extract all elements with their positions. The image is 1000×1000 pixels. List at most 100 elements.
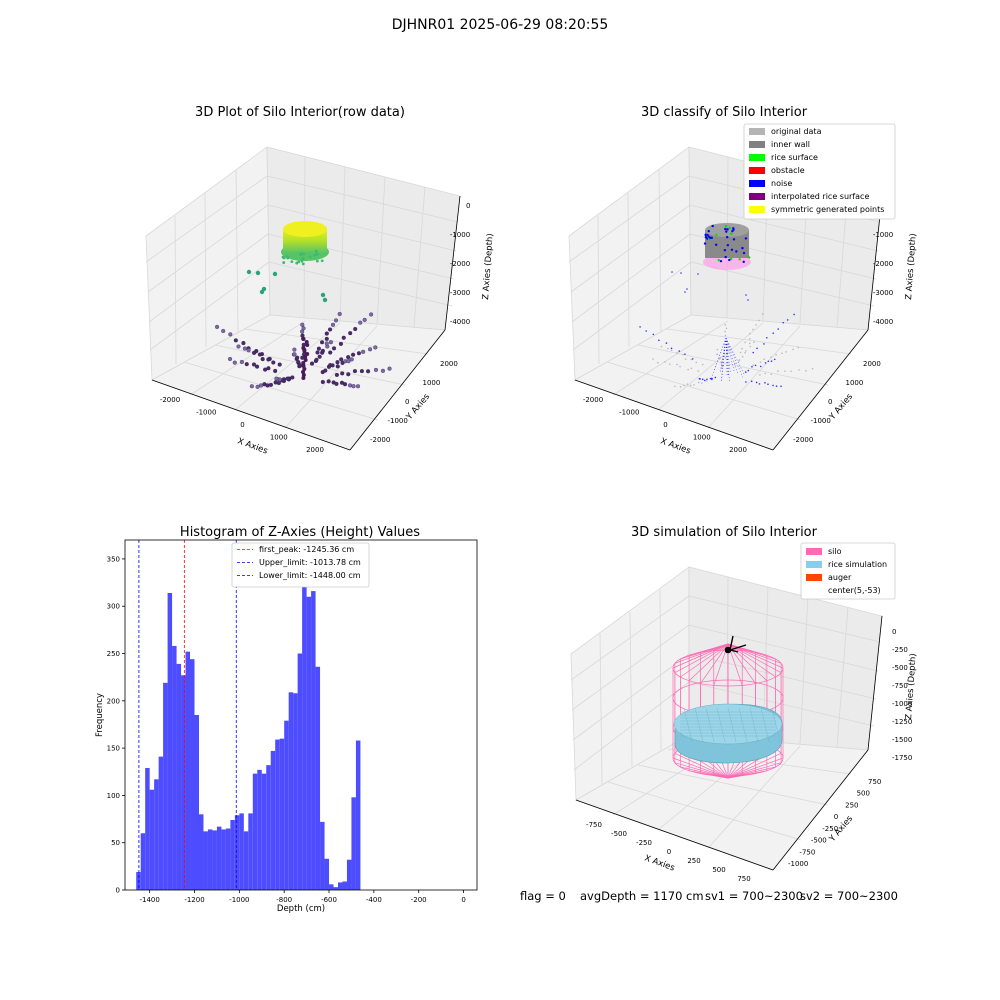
scatter-point <box>729 232 733 235</box>
scatter-point <box>684 358 687 360</box>
scatter-point <box>770 373 773 376</box>
scatter-point <box>724 323 727 326</box>
z-tick-label: -3000 <box>450 289 470 297</box>
scatter-point <box>356 351 361 356</box>
scatter-point <box>780 385 782 388</box>
scatter-point <box>697 381 700 384</box>
scatter-point <box>328 363 333 368</box>
scatter-point <box>300 333 305 338</box>
scatter-point <box>339 357 344 362</box>
y-tick-label: -750 <box>799 848 815 856</box>
scatter-point <box>764 362 767 364</box>
legend-label: auger <box>828 573 852 582</box>
scatter-point <box>755 381 758 384</box>
scatter-point <box>262 382 267 387</box>
z-tick-label: -1000 <box>450 231 470 239</box>
scatter-point <box>657 361 659 364</box>
silo-roof-rib <box>727 643 776 678</box>
y-tick-label: -250 <box>822 825 838 833</box>
histogram-bar <box>351 797 356 890</box>
scatter-point <box>690 358 693 361</box>
z-tick-label: 0 <box>892 628 896 636</box>
legend-swatch <box>749 154 765 161</box>
x-tick-label: 0 <box>461 896 465 904</box>
x-tick-label: 2000 <box>729 446 747 454</box>
scatter-point <box>749 345 752 348</box>
legend-swatch <box>806 587 822 594</box>
silo-roof-rib <box>700 643 729 684</box>
scatter-point <box>792 348 794 351</box>
scatter-point <box>698 377 701 380</box>
scatter-point <box>315 259 319 263</box>
histogram-bar <box>342 881 347 890</box>
scatter-point <box>255 270 261 276</box>
raw-scatter-points <box>215 249 392 389</box>
legend-swatch <box>749 193 765 200</box>
scatter-point <box>683 384 685 387</box>
scatter-point <box>773 358 776 361</box>
histogram-bar <box>311 591 316 890</box>
scatter-point <box>738 359 741 361</box>
scatter-point <box>745 381 747 383</box>
scatter-point <box>715 233 718 236</box>
simulation-legend: silo rice simulation auger center(5,-53) <box>800 542 896 600</box>
z-tick-label: -4000 <box>873 318 893 326</box>
scatter-point <box>314 357 319 362</box>
y-tick-label: 2000 <box>863 360 881 368</box>
scatter-point <box>351 352 356 357</box>
histogram-bar <box>324 858 330 890</box>
scatter-point <box>697 370 699 372</box>
raw-y-label: Y Axies <box>404 392 432 423</box>
silo-roof-rib <box>688 643 729 681</box>
x-tick-label: 250 <box>687 857 700 865</box>
scatter-point <box>303 355 308 359</box>
scatter-point <box>758 319 760 322</box>
y-tick-label: 2000 <box>440 360 458 368</box>
scatter-point <box>373 345 378 350</box>
scatter-point <box>754 364 757 367</box>
scatter-point <box>645 330 647 332</box>
legend-label: rice simulation <box>828 560 887 569</box>
scatter-point <box>242 346 247 351</box>
histogram-bar <box>140 833 146 890</box>
histogram-reference-lines <box>138 540 237 890</box>
raw-data-panel: 3D Plot of Silo Interior(row data) -2000… <box>145 105 496 457</box>
x-tick-label: -2000 <box>583 396 603 404</box>
scatter-point <box>717 258 720 262</box>
scatter-point <box>335 364 340 369</box>
scatter-point <box>687 368 689 371</box>
scatter-point <box>324 331 329 336</box>
scatter-point <box>366 369 371 374</box>
histogram-bar <box>198 814 204 890</box>
scatter-point <box>328 340 333 345</box>
y-tick-label: 150 <box>107 745 120 753</box>
rice-mesh-line <box>738 707 748 743</box>
silo-floor-rib <box>680 766 729 779</box>
silo-floor-rib <box>672 757 729 779</box>
scatter-point <box>670 347 673 350</box>
y-tick-label: 250 <box>107 650 120 658</box>
scatter-point <box>301 373 306 377</box>
scatter-point <box>658 339 660 342</box>
scatter-point <box>679 386 682 388</box>
silo-roof-rib <box>700 643 729 653</box>
histogram-bars <box>136 573 361 890</box>
silo-roof-rib <box>674 643 729 673</box>
y-tick-label: 750 <box>868 778 881 786</box>
scatter-point <box>320 348 325 353</box>
histogram-bar <box>167 592 173 890</box>
x-tick-label: -800 <box>276 896 292 904</box>
scatter-point <box>777 328 780 330</box>
histogram-bar <box>136 872 141 890</box>
histogram-bar <box>355 740 361 890</box>
z-tick-label: -1000 <box>892 700 912 708</box>
scatter-point <box>781 352 783 355</box>
scatter-point <box>728 226 732 230</box>
scatter-point <box>282 261 286 264</box>
scatter-point <box>665 342 668 344</box>
scatter-point <box>301 337 306 341</box>
scatter-point <box>726 235 729 239</box>
scatter-point <box>303 358 308 362</box>
scatter-point <box>770 360 773 362</box>
scatter-point <box>302 367 307 371</box>
